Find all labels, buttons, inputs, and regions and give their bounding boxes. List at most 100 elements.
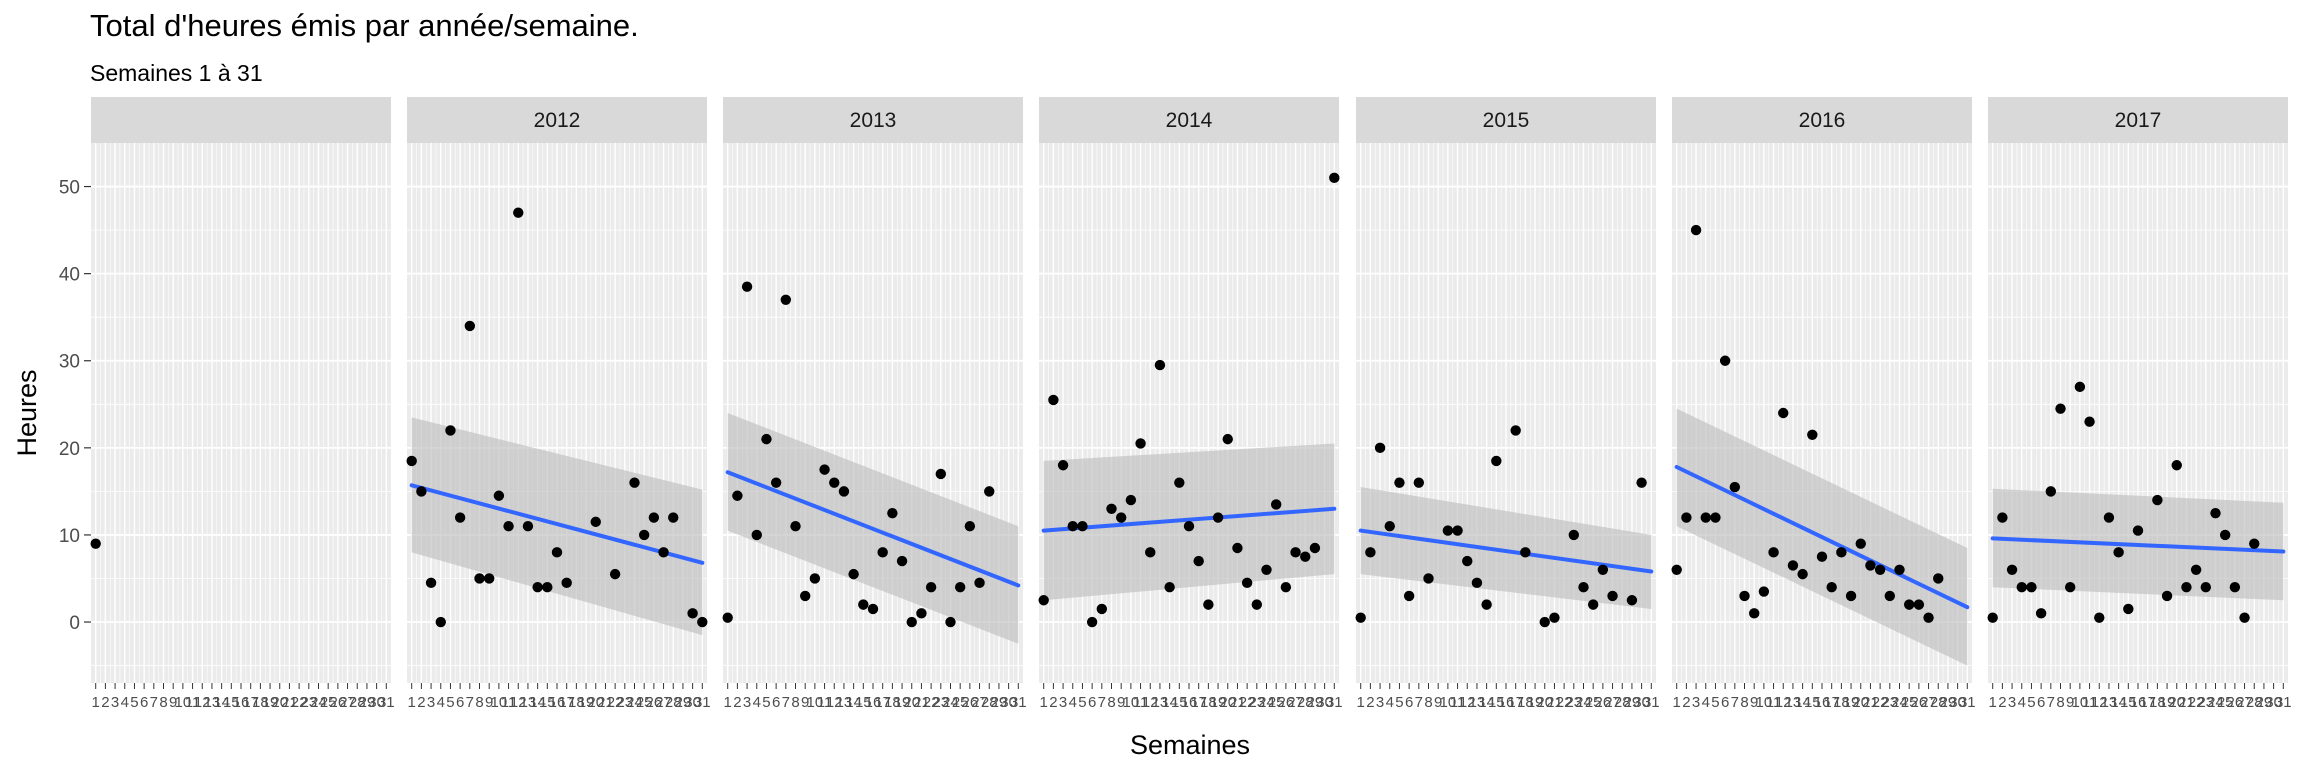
y-tick-label: 50: [59, 178, 80, 199]
x-tick-label: 9: [1750, 694, 1758, 711]
data-point: [2103, 512, 2115, 523]
data-point: [1038, 595, 1049, 606]
data-point: [1086, 616, 1098, 628]
x-tick-label: 25: [1585, 694, 1602, 711]
x-tick-label: 24: [2207, 694, 2224, 711]
x-tick-label: 6: [772, 694, 780, 711]
x-tick-label: 12: [1459, 694, 1476, 711]
x-tick-label: 29: [1307, 694, 1324, 711]
data-point: [799, 590, 811, 602]
chart-title: Total d'heures émis par année/semaine.: [90, 8, 639, 43]
y-tick-label: 30: [59, 352, 80, 373]
data-point: [2190, 564, 2202, 575]
data-point: [1135, 438, 1146, 449]
data-point: [609, 568, 621, 580]
x-tick-label: 3: [2008, 694, 2016, 711]
data-point: [780, 294, 792, 305]
x-tick-label: 23: [1881, 694, 1898, 711]
y-tick-label: 20: [59, 439, 80, 460]
data-point: [945, 616, 956, 628]
data-point: [668, 512, 679, 523]
x-tick-label: 29: [1940, 694, 1957, 711]
data-point: [1403, 590, 1415, 602]
x-tick-label: 4: [2018, 694, 2026, 711]
x-tick-label: 5: [446, 694, 454, 711]
x-tick-label: 26: [2227, 694, 2244, 711]
x-tick-label: 1: [1040, 694, 1048, 711]
x-tick-label: 10: [2072, 694, 2089, 711]
x-tick-label: 29: [2256, 694, 2273, 711]
data-point: [906, 616, 917, 628]
data-point: [1329, 172, 1340, 184]
data-point: [1520, 547, 1531, 558]
data-point: [2074, 381, 2086, 393]
data-point: [984, 486, 995, 497]
data-point: [493, 490, 505, 501]
x-tick-label: 4: [1386, 694, 1394, 711]
data-point: [761, 433, 772, 445]
data-point: [1471, 577, 1483, 589]
x-tick-label: 21: [1229, 694, 1246, 711]
x-tick-label: 23: [1248, 694, 1265, 711]
chart-subtitle: Semaines 1 à 31: [90, 60, 263, 86]
x-tick-label: 11: [2082, 694, 2098, 711]
x-tick-label: 6: [1721, 694, 1729, 711]
data-point: [2249, 538, 2260, 549]
x-tick-label: 7: [1098, 694, 1106, 711]
data-point: [1145, 547, 1156, 558]
data-point: [1894, 564, 1905, 575]
x-tick-label: 9: [2066, 694, 2074, 711]
x-tick-label: 11: [501, 694, 517, 711]
data-point: [1568, 529, 1580, 541]
x-tick-label: 13: [1785, 694, 1802, 711]
x-tick-label: 7: [2047, 694, 2055, 711]
x-tick-label: 2: [417, 694, 425, 711]
x-tick-label: 7: [1731, 694, 1739, 711]
x-tick-label: 10: [807, 694, 824, 711]
x-tick-label: 30: [684, 694, 701, 711]
x-tick-label: 27: [339, 694, 356, 711]
data-point: [1549, 612, 1560, 623]
x-tick-label: 24: [1258, 694, 1275, 711]
x-tick-label: 5: [1078, 694, 1086, 711]
x-tick-label: 19: [1210, 694, 1227, 711]
x-tick-label: 30: [1633, 694, 1650, 711]
x-tick-label: 15: [1171, 694, 1188, 711]
x-tick-label: 25: [2217, 694, 2234, 711]
x-tick-label: 5: [1711, 694, 1719, 711]
x-tick-label: 20: [1219, 694, 1236, 711]
data-point: [2161, 590, 2173, 602]
x-tick-label: 4: [753, 694, 761, 711]
x-tick-label: 11: [1766, 694, 1782, 711]
x-tick-label: 28: [349, 694, 366, 711]
x-tick-label: 26: [646, 694, 663, 711]
data-point: [848, 568, 859, 580]
data-point: [532, 581, 543, 593]
x-tick-label: 14: [1161, 694, 1178, 711]
y-axis-label: Heures: [12, 369, 42, 456]
data-point: [1203, 599, 1214, 610]
x-tick-label: 3: [111, 694, 119, 711]
x-tick-label: 31: [1643, 694, 1660, 711]
data-point: [1597, 564, 1609, 575]
x-tick-label: 31: [694, 694, 711, 711]
x-tick-label: 4: [1069, 694, 1077, 711]
data-point: [2210, 507, 2221, 519]
x-tick-label: 18: [1833, 694, 1850, 711]
x-tick-label: 30: [1316, 694, 1333, 711]
facet-strip: [407, 97, 707, 143]
x-tick-label: 4: [121, 694, 129, 711]
data-point: [2026, 581, 2037, 593]
facet-strip-label: 2016: [1799, 109, 1846, 132]
data-point: [697, 616, 708, 628]
data-point: [1836, 547, 1847, 558]
data-point: [464, 320, 476, 332]
x-tick-label: 30: [1000, 694, 1017, 711]
x-tick-label: 25: [1268, 694, 1285, 711]
x-tick-label: 4: [1702, 694, 1710, 711]
data-point: [1923, 612, 1934, 623]
x-tick-label: 17: [242, 694, 259, 711]
x-tick-label: 21: [2178, 694, 2195, 711]
x-tick-label: 10: [491, 694, 508, 711]
